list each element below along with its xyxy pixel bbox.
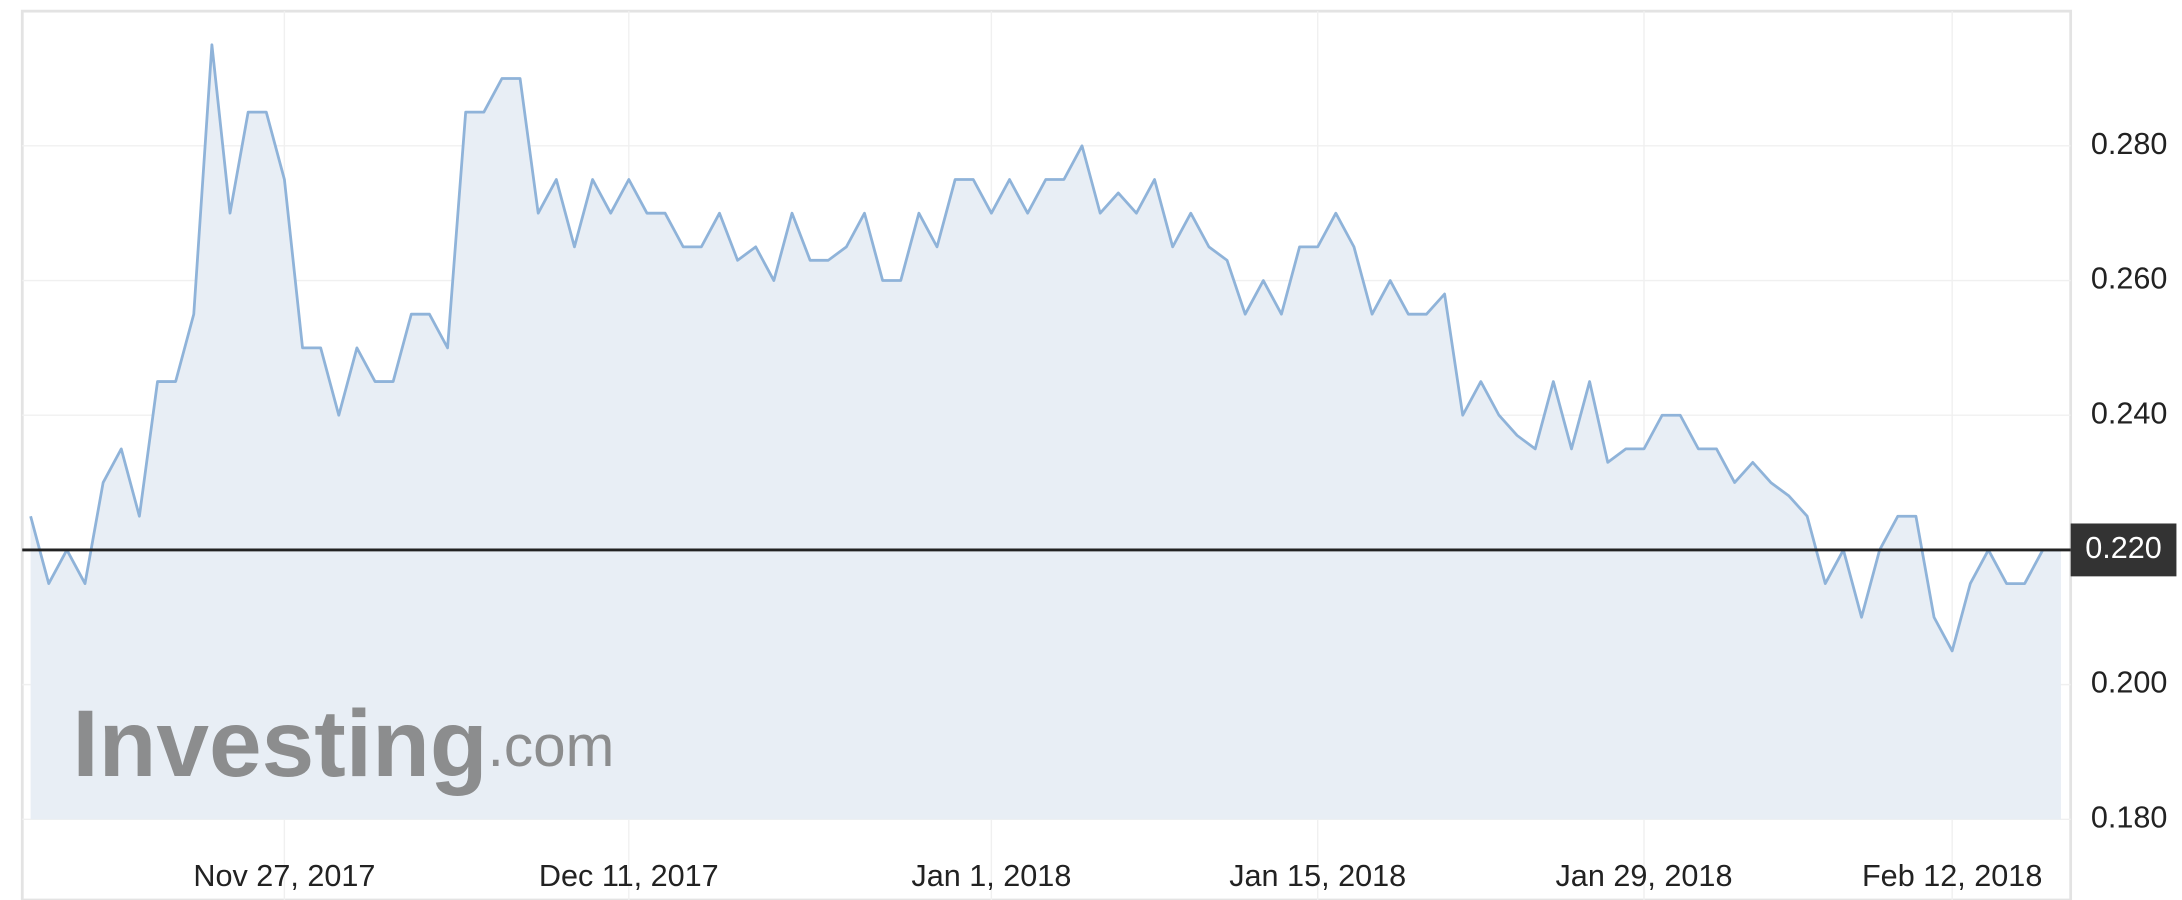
x-tick-label: Jan 1, 2018 <box>911 859 1071 893</box>
y-tick-label: 0.240 <box>2091 396 2168 430</box>
x-tick-label: Jan 29, 2018 <box>1556 859 1733 893</box>
price-line <box>29 43 2061 653</box>
y-tick-label: 0.180 <box>2091 800 2168 834</box>
x-tick-label: Dec 11, 2017 <box>539 859 719 893</box>
area <box>30 44 2061 820</box>
x-tick-label: Jan 15, 2018 <box>1229 859 1406 893</box>
watermark: Investing.com <box>72 691 614 797</box>
last-price-label: 0.220 <box>2085 531 2162 565</box>
last-price-box <box>2070 523 2177 577</box>
series <box>29 43 2061 820</box>
x-tick-label: Nov 27, 2017 <box>193 859 375 893</box>
axes: 0.180 0.200 0.240 0.260 0.280 Nov 27, 2017 Dec… <box>22 127 2177 893</box>
watermark-brand: Investing <box>72 691 487 797</box>
x-tick-label: Feb 12, 2018 <box>1862 859 2042 893</box>
watermark-suffix: .com <box>488 715 615 780</box>
y-tick-label: 0.280 <box>2091 127 2168 161</box>
y-tick-label: 0.260 <box>2091 262 2168 296</box>
y-tick-label: 0.200 <box>2091 666 2168 700</box>
